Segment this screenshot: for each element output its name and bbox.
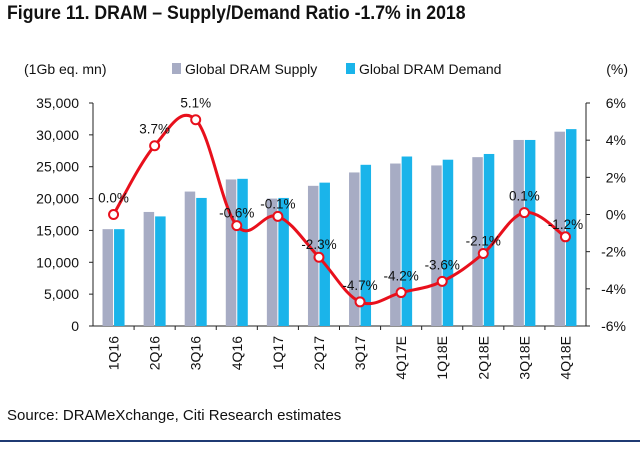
ratio-data-label: 0.1% xyxy=(509,189,540,204)
ratio-data-label: -4.7% xyxy=(342,278,377,293)
x-tick-label: 1Q17 xyxy=(270,336,286,370)
ratio-point xyxy=(108,209,120,220)
ratio-point xyxy=(436,275,448,287)
demand-bar xyxy=(401,156,413,326)
supply-bar xyxy=(266,198,278,326)
ratio-data-label: -1.2% xyxy=(548,217,583,232)
supply-bar xyxy=(349,172,360,326)
legend-label-demand: Global DRAM Demand xyxy=(359,61,501,77)
x-tick-label: 3Q18E xyxy=(516,336,532,380)
demand-bar xyxy=(278,197,289,326)
left-tick-label: 20,000 xyxy=(36,191,79,207)
ratio-data-label: -2.1% xyxy=(466,234,501,249)
ratio-data-label: -2.3% xyxy=(301,237,336,252)
x-tick-label: 2Q16 xyxy=(147,336,163,370)
left-tick-label: 0 xyxy=(71,318,79,334)
ratio-data-label: -3.6% xyxy=(425,257,460,272)
ratio-point xyxy=(559,231,571,243)
supply-bar xyxy=(184,191,196,326)
ratio-data-label: 0.0% xyxy=(98,191,129,206)
right-tick-label: 2% xyxy=(606,169,626,185)
right-tick-label: -4% xyxy=(601,281,626,297)
ratio-point xyxy=(149,140,161,152)
x-tick-label: 1Q18E xyxy=(434,336,450,380)
demand-bar xyxy=(360,164,372,326)
supply-bar xyxy=(472,157,483,326)
x-tick-label: 4Q17E xyxy=(393,336,409,380)
left-tick-label: 25,000 xyxy=(36,159,79,175)
ratio-point xyxy=(477,248,489,260)
legend-swatch-supply xyxy=(172,63,181,74)
ratio-point xyxy=(231,220,243,232)
ratio-data-label: 5.1% xyxy=(180,96,211,111)
right-tick-label: 6% xyxy=(606,95,626,111)
ratio-data-label: 3.7% xyxy=(139,122,170,137)
demand-bar xyxy=(155,216,166,326)
demand-bar xyxy=(524,139,536,326)
supply-bar xyxy=(225,179,237,326)
source-note: Source: DRAMeXchange, Citi Research esti… xyxy=(7,407,342,424)
supply-bar xyxy=(307,185,319,326)
chart-title: Figure 11. DRAM – Supply/Demand Ratio -1… xyxy=(7,3,466,24)
ratio-data-label: -4.2% xyxy=(383,269,418,284)
ratio-point xyxy=(354,296,366,308)
supply-bar xyxy=(143,211,155,326)
right-tick-label: -2% xyxy=(601,244,626,260)
right-tick-label: 0% xyxy=(606,207,626,223)
demand-bar xyxy=(196,197,207,326)
ratio-point xyxy=(395,287,407,299)
ratio-point xyxy=(272,210,284,222)
x-tick-label: 3Q16 xyxy=(188,336,204,370)
demand-bar xyxy=(114,229,125,326)
legend-swatch-demand xyxy=(346,63,355,74)
right-axis-label: (%) xyxy=(606,61,628,77)
demand-bar xyxy=(442,159,454,326)
supply-bar xyxy=(513,139,524,326)
left-tick-label: 5,000 xyxy=(44,286,79,302)
x-tick-label: 1Q16 xyxy=(106,336,122,370)
chart: (1Gb eq. mn) (%) Global DRAM Supply Glob… xyxy=(24,61,628,380)
supply-bar xyxy=(431,165,442,326)
ratio-data-label: -0.6% xyxy=(219,206,254,221)
left-tick-label: 15,000 xyxy=(36,222,79,238)
ratio-point xyxy=(190,114,202,126)
x-tick-label: 4Q18E xyxy=(557,336,573,380)
ratio-line xyxy=(112,113,567,306)
supply-bar xyxy=(554,131,565,326)
x-tick-label: 2Q17 xyxy=(311,336,327,370)
right-tick-label: 4% xyxy=(606,132,626,148)
x-tick-label: 4Q16 xyxy=(229,336,245,370)
supply-bar xyxy=(390,163,401,326)
ratio-point xyxy=(518,207,530,219)
x-tick-label: 3Q17 xyxy=(352,336,368,370)
footer-divider xyxy=(0,440,640,442)
left-tick-label: 35,000 xyxy=(36,95,79,111)
ratio-point xyxy=(313,251,325,263)
x-tick-label: 2Q18E xyxy=(475,336,491,380)
demand-bar xyxy=(565,129,577,326)
legend-label-supply: Global DRAM Supply xyxy=(185,61,317,77)
ratio-data-label: -0.1% xyxy=(260,196,295,211)
demand-bar xyxy=(483,153,495,326)
left-axis-label: (1Gb eq. mn) xyxy=(24,61,106,77)
supply-bar xyxy=(102,229,114,326)
demand-bar xyxy=(319,182,330,326)
left-tick-label: 30,000 xyxy=(36,127,79,143)
demand-bar xyxy=(237,178,248,326)
left-tick-label: 10,000 xyxy=(36,254,79,270)
right-tick-label: -6% xyxy=(601,318,626,334)
